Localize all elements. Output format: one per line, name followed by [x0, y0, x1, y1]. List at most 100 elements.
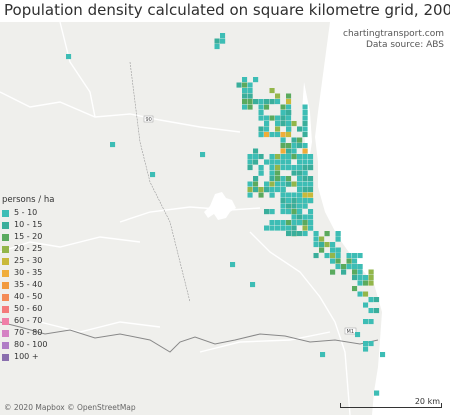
density-cell	[264, 121, 270, 127]
road-network	[0, 22, 351, 415]
density-cell	[302, 214, 308, 220]
density-cell	[363, 302, 369, 308]
density-cell	[324, 231, 330, 237]
density-cell	[286, 181, 292, 187]
density-cell	[302, 115, 308, 121]
density-cell	[291, 181, 297, 187]
density-cell	[275, 159, 281, 165]
legend-label: 5 - 10	[14, 208, 38, 217]
legend-item[interactable]: 80 - 100	[2, 339, 62, 351]
density-cell	[280, 115, 286, 121]
credit-site: chartingtransport.com	[343, 29, 444, 39]
density-cell	[374, 390, 380, 396]
density-cell	[297, 170, 303, 176]
legend-item[interactable]: 60 - 70	[2, 315, 62, 327]
legend-item[interactable]: 70 - 80	[2, 327, 62, 339]
legend-item[interactable]: 10 - 15	[2, 219, 62, 231]
density-cell	[247, 99, 253, 105]
density-cell	[308, 187, 314, 193]
density-cell	[280, 137, 286, 143]
density-cell	[66, 54, 72, 60]
legend-item[interactable]: 15 - 20	[2, 231, 62, 243]
scale-bar-line	[340, 403, 442, 408]
density-cell	[302, 231, 308, 237]
legend-swatch	[2, 329, 9, 337]
density-cell	[269, 220, 275, 226]
density-cell	[368, 341, 374, 347]
density-cell	[150, 172, 156, 178]
density-cell	[242, 93, 248, 99]
density-cell	[291, 220, 297, 226]
density-cell	[302, 110, 308, 116]
density-cell	[275, 170, 281, 176]
density-cell	[335, 258, 341, 264]
density-cell	[368, 269, 374, 275]
density-cell	[308, 192, 314, 198]
density-cell	[280, 203, 286, 209]
density-cell	[258, 170, 264, 176]
density-cell	[291, 148, 297, 154]
density-cell	[275, 225, 281, 231]
density-cell	[253, 99, 259, 105]
density-cell	[275, 121, 281, 127]
density-cell	[380, 352, 386, 358]
density-cell	[297, 203, 303, 209]
map-canvas[interactable]: 90 M1 chartingtransport.com Data source:…	[0, 22, 450, 415]
density-cell	[286, 154, 292, 160]
density-cell	[253, 181, 259, 187]
density-cell	[297, 187, 303, 193]
legend-item[interactable]: 50 - 60	[2, 303, 62, 315]
map-title: Population density calculated on square …	[4, 1, 450, 19]
density-cell	[335, 247, 341, 253]
density-cell	[302, 159, 308, 165]
density-cell	[253, 148, 259, 154]
legend-item[interactable]: 5 - 10	[2, 207, 62, 219]
density-cell	[280, 121, 286, 127]
density-cell	[253, 77, 259, 83]
density-cell	[280, 198, 286, 204]
legend-item[interactable]: 100 +	[2, 351, 62, 363]
density-cell	[302, 132, 308, 138]
legend-item[interactable]: 20 - 25	[2, 243, 62, 255]
density-cell	[253, 154, 259, 160]
legend-item[interactable]: 35 - 40	[2, 279, 62, 291]
density-cell	[286, 231, 292, 237]
density-cell	[291, 209, 297, 215]
density-cell	[302, 154, 308, 160]
legend-swatch	[2, 257, 9, 265]
density-cell	[357, 269, 363, 275]
legend-item[interactable]: 30 - 35	[2, 267, 62, 279]
density-cell	[286, 198, 292, 204]
density-cell	[264, 209, 270, 215]
density-cell	[110, 142, 116, 148]
density-cell	[302, 170, 308, 176]
density-cell	[363, 291, 369, 297]
density-cell	[269, 99, 275, 105]
scale-bar: 20 km	[340, 397, 442, 408]
density-cell	[258, 104, 264, 110]
density-cell	[363, 275, 369, 281]
density-cell	[302, 165, 308, 171]
legend-item[interactable]: 40 - 50	[2, 291, 62, 303]
density-cell	[368, 308, 374, 314]
legend-item[interactable]: 25 - 30	[2, 255, 62, 267]
density-cell	[346, 258, 352, 264]
density-cell	[247, 159, 253, 165]
density-cell	[352, 253, 358, 259]
density-cell	[242, 88, 248, 94]
density-cell	[308, 159, 314, 165]
density-cell	[269, 154, 275, 160]
legend-swatch	[2, 233, 9, 241]
density-cell	[269, 132, 275, 138]
road-shield-m1: M1	[344, 327, 357, 335]
density-cell	[302, 126, 308, 132]
legend: persons / ha 5 - 10 10 - 15 15 - 20 20 - 25…	[2, 195, 62, 363]
boundary-minor	[129, 61, 191, 303]
density-cell	[258, 165, 264, 171]
density-cell	[280, 104, 286, 110]
density-cell	[250, 282, 256, 288]
density-cell	[302, 225, 308, 231]
density-cell	[335, 231, 341, 237]
density-cell	[297, 209, 303, 215]
